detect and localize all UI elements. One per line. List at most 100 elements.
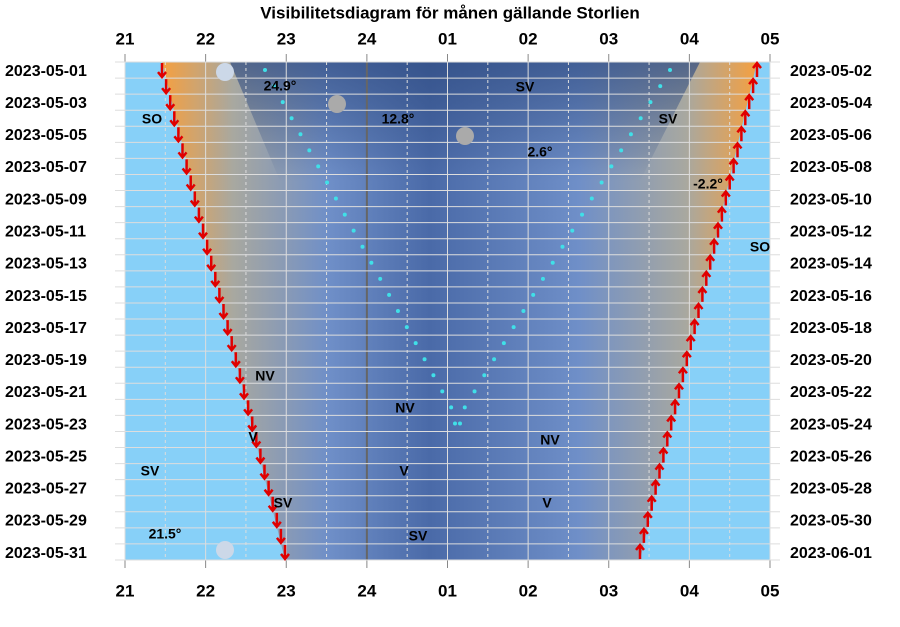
sunrise-arrow (650, 478, 661, 495)
annotation: SV (141, 463, 160, 479)
sunrise-arrow (666, 414, 677, 431)
moonset-dot (580, 212, 585, 217)
hour-label: 04 (680, 29, 699, 48)
moonset-dot (472, 389, 477, 394)
moonset-dot (550, 260, 555, 265)
sunrise-arrow (752, 61, 762, 78)
date-label: 2023-05-02 (790, 63, 872, 80)
moonset-dot (628, 132, 633, 137)
sunset-arrow (165, 95, 176, 112)
sunrise-arrow (670, 398, 681, 415)
date-label: 2023-05-17 (5, 320, 87, 337)
sunrise-arrow (689, 318, 700, 335)
hour-label: 02 (519, 29, 538, 48)
date-label: 2023-05-26 (790, 448, 872, 465)
hour-label: 23 (277, 581, 296, 600)
annotation: SV (409, 528, 428, 544)
hour-label: 05 (761, 29, 780, 48)
sunset-arrow (226, 336, 237, 353)
moonrise-dot (440, 389, 445, 394)
sunset-arrow (218, 304, 229, 321)
moonset-dot (619, 148, 624, 153)
hour-label: 23 (277, 29, 296, 48)
sunrise-arrow (658, 446, 669, 463)
sunset-arrow (198, 223, 208, 240)
date-label: 2023-05-11 (5, 224, 86, 241)
moonrise-dot (369, 260, 374, 265)
sunrise-arrow (693, 301, 704, 318)
sunrise-arrow (685, 334, 696, 351)
date-label: 2023-05-09 (5, 191, 87, 208)
moonset-dot (540, 276, 545, 281)
sunset-arrow (271, 512, 282, 529)
date-label: 2023-05-24 (790, 416, 872, 433)
moonrise-dot (307, 148, 312, 153)
moonset-dot (668, 68, 672, 73)
hour-label: 01 (438, 581, 457, 600)
moonset-dot (560, 244, 565, 249)
annotation: NV (395, 400, 415, 416)
moonset-dot (589, 196, 594, 201)
moonset-dot (482, 373, 487, 378)
date-label: 2023-05-06 (790, 127, 872, 144)
sunset-arrow (214, 287, 225, 304)
annotation: 24.9° (264, 78, 297, 94)
date-label: 2023-05-05 (5, 127, 87, 144)
moonset-dot (521, 309, 526, 313)
moonrise-dot (378, 276, 383, 281)
sunset-arrow (173, 127, 184, 144)
moonrise-dot (387, 292, 392, 297)
date-label: 2023-05-23 (5, 416, 87, 433)
sunrise-arrow (736, 125, 747, 142)
moonset-dot (648, 100, 653, 105)
sunrise-arrow (740, 109, 751, 126)
sunrise-arrow (728, 157, 739, 174)
moonrise-dot (404, 325, 409, 330)
sunset-arrow (222, 320, 233, 337)
annotation: SO (750, 239, 770, 255)
sunset-arrow (267, 496, 278, 513)
sunrise-arrow (720, 189, 731, 206)
sunrise-arrow (635, 542, 645, 559)
date-label: 2023-05-10 (790, 191, 872, 208)
date-label: 2023-05-03 (5, 95, 87, 112)
sunrise-arrow (681, 350, 692, 367)
sunrise-arrow (716, 205, 727, 222)
sunrise-arrow (697, 285, 708, 302)
moonset-dot (511, 325, 516, 330)
sunrise-arrow (709, 237, 720, 254)
moonrise-dot (263, 68, 267, 73)
sunrise-arrow (732, 141, 743, 158)
date-label: 2023-05-21 (5, 384, 87, 401)
date-label: 2023-05-30 (790, 513, 872, 530)
sunset-arrow (255, 448, 266, 465)
sunrise-arrow (744, 93, 755, 110)
moonrise-dot (325, 180, 330, 185)
annotation: V (248, 429, 258, 445)
sunrise-arrow (701, 269, 712, 286)
sunset-arrow (234, 368, 245, 385)
moonset-dot (462, 405, 467, 410)
moonrise-dot (333, 196, 338, 201)
sunrise-arrow (638, 526, 649, 543)
moonrise-dot (316, 164, 321, 169)
date-label: 2023-05-25 (5, 448, 87, 465)
sunset-arrow (247, 416, 258, 433)
hour-label: 21 (116, 581, 135, 600)
moonrise-dot (422, 357, 427, 362)
sunset-arrow (210, 271, 221, 288)
sunset-arrow (243, 400, 254, 417)
sunset-arrow (202, 239, 213, 256)
moon-icon (328, 95, 346, 113)
sunrise-arrow (748, 77, 759, 94)
sunrise-arrow (713, 221, 723, 238)
date-label: 2023-05-14 (790, 256, 872, 273)
moonset-dot (492, 357, 497, 362)
hour-label: 04 (680, 581, 699, 600)
date-label: 2023-05-27 (5, 481, 87, 498)
date-label: 2023-05-15 (5, 288, 87, 305)
sunset-arrow (181, 159, 192, 176)
date-label: 2023-05-22 (790, 384, 872, 401)
date-label: 2023-05-28 (790, 481, 872, 498)
moon-icon (216, 541, 234, 559)
